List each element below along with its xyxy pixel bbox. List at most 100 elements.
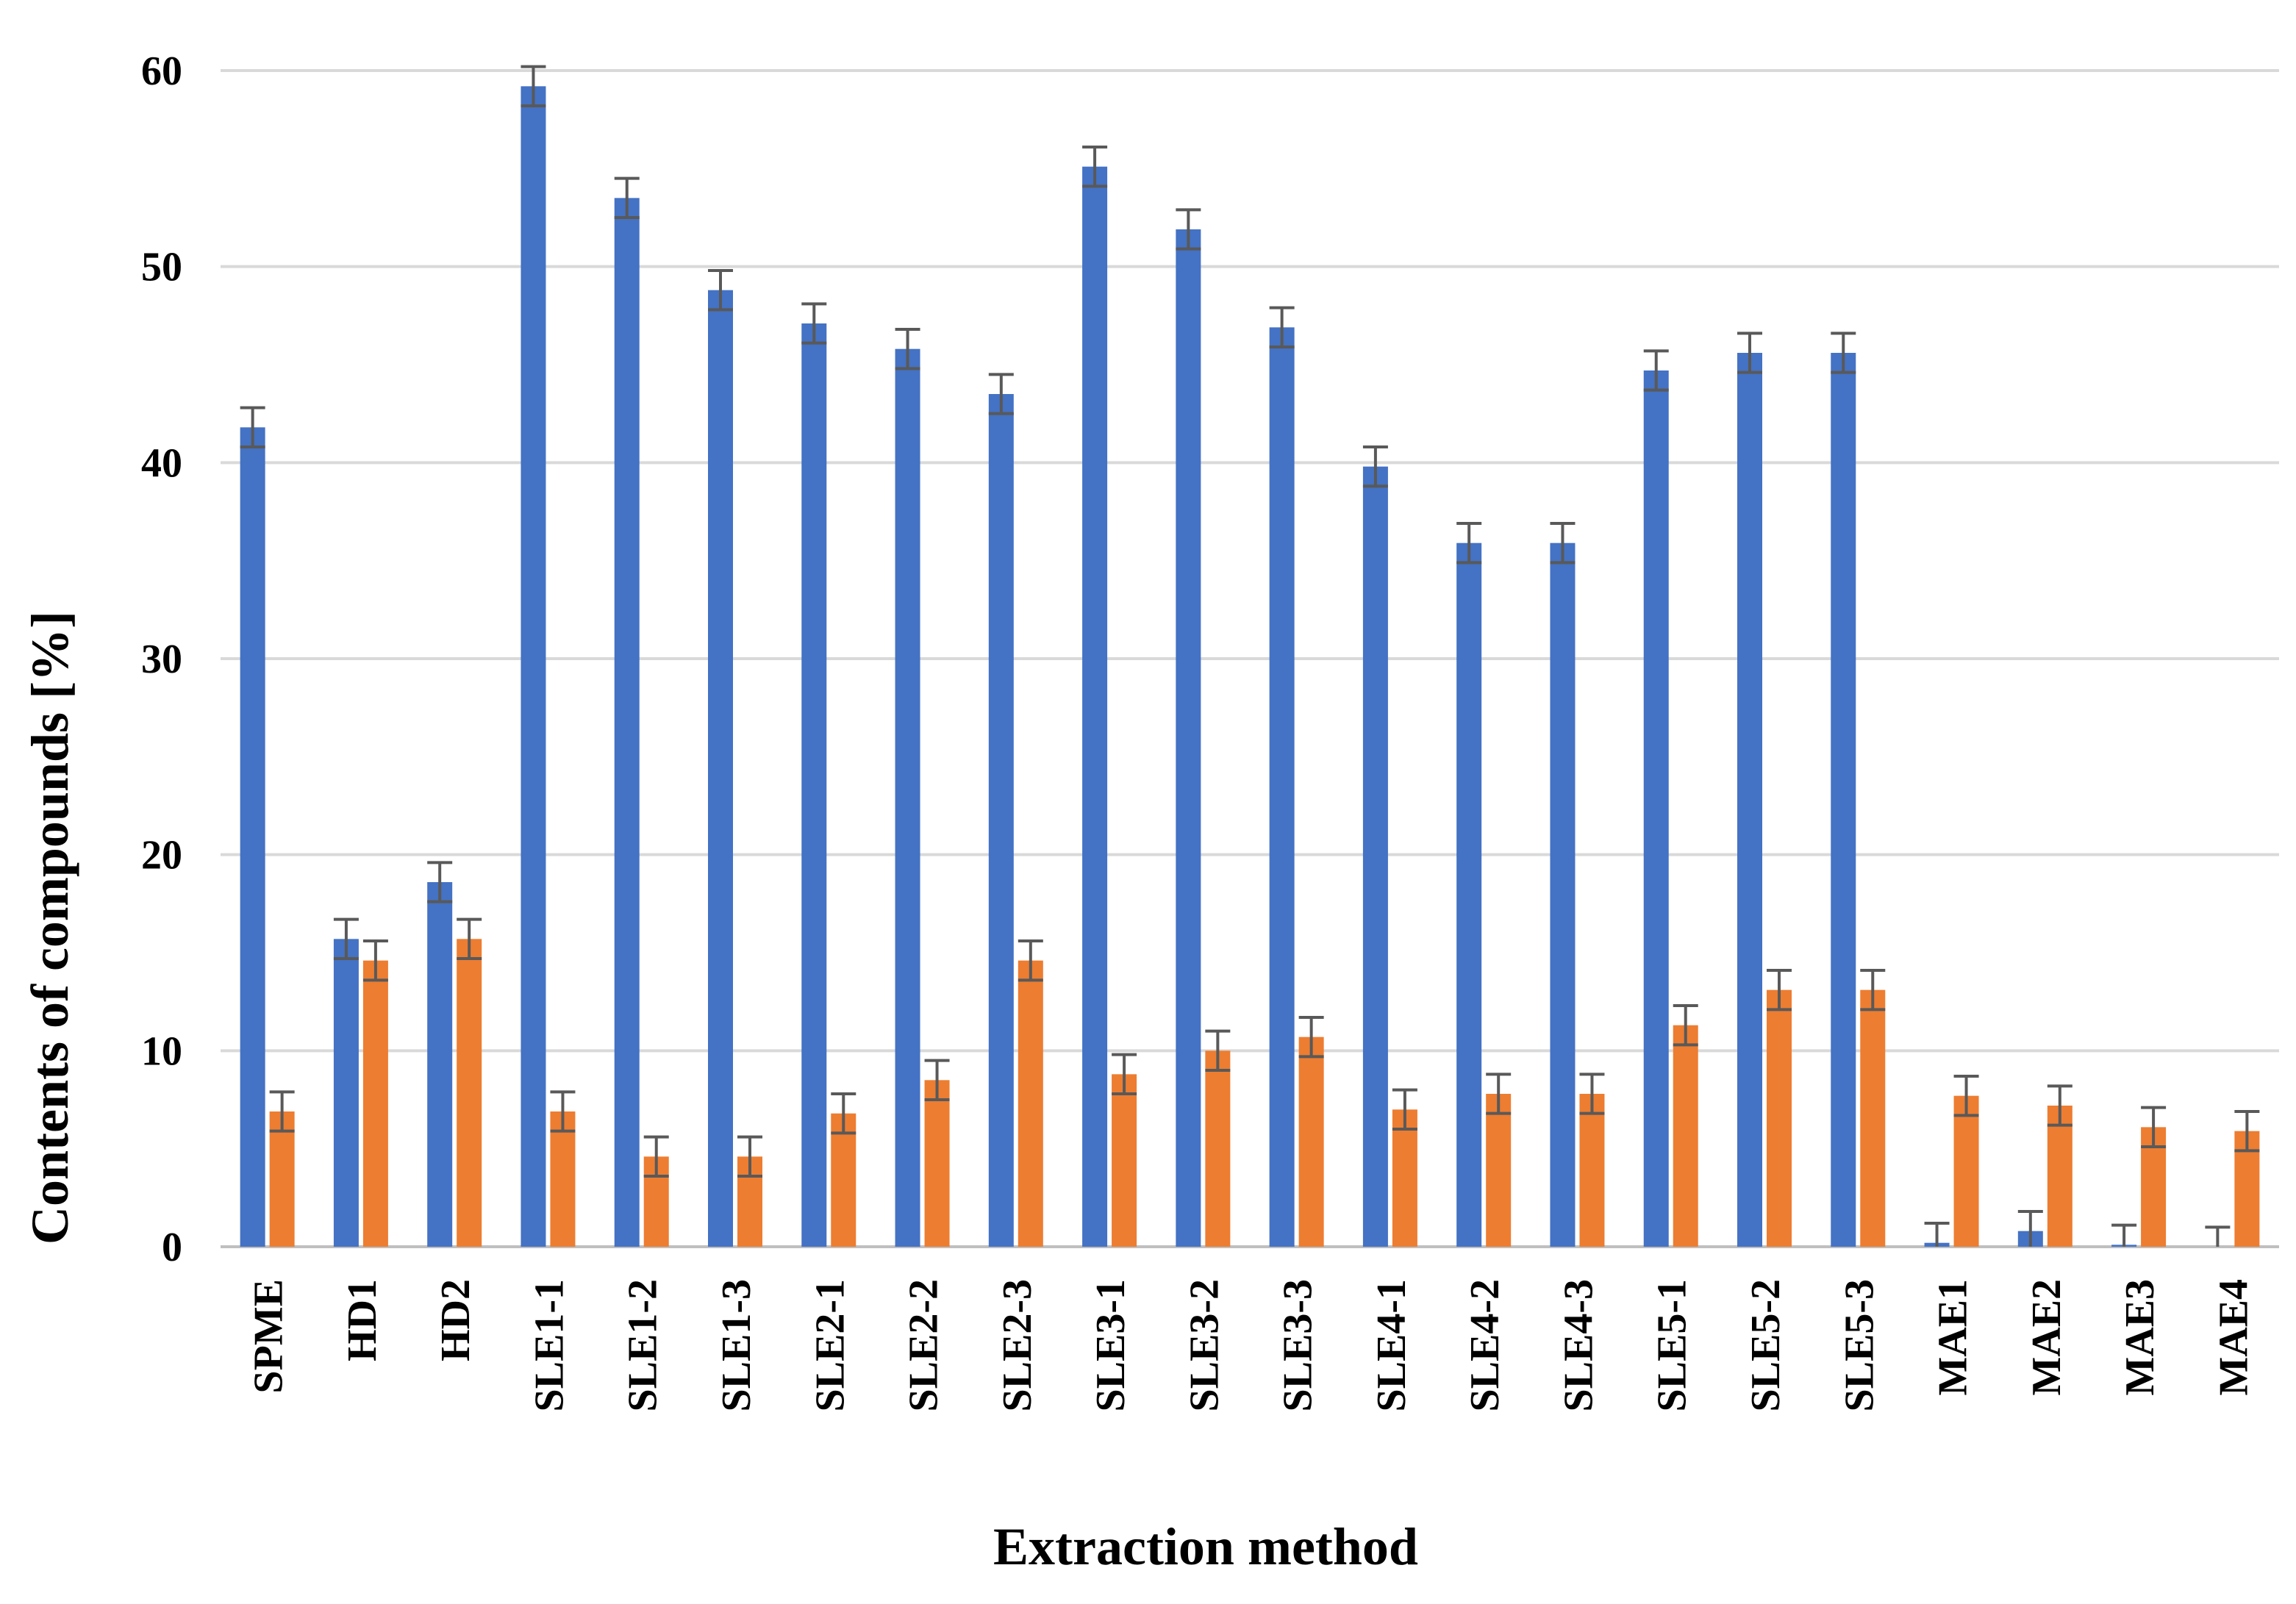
bar-SLE3-3-series2 xyxy=(1298,1036,1324,1247)
bar-SPME-series1 xyxy=(240,427,265,1247)
bar-SLE4-1-series2 xyxy=(1392,1109,1417,1247)
y-axis-title: Contents of compounds [%] xyxy=(21,611,79,1245)
x-tick-label: SLE4-2 xyxy=(1462,1279,1508,1412)
bar-SLE3-2-series2 xyxy=(1205,1050,1231,1247)
bar-SLE4-2-series1 xyxy=(1456,543,1482,1247)
bar-HD1-series2 xyxy=(362,960,388,1247)
error-bar-MAE1-series2 xyxy=(1953,1075,1979,1117)
x-tick-label: SLE2-2 xyxy=(901,1279,947,1412)
x-tick-label: SLE4-1 xyxy=(1369,1279,1415,1412)
x-tick-label: SLE3-3 xyxy=(1276,1279,1321,1412)
x-tick-label: SLE2-1 xyxy=(807,1279,853,1412)
error-bar-MAE1-series1 xyxy=(1924,1222,1950,1247)
bar-SLE5-3-series2 xyxy=(1860,989,1886,1247)
x-tick-label: SLE5-3 xyxy=(1837,1279,1882,1412)
error-bar-HD1-series1 xyxy=(333,917,359,960)
error-bar-SPME-series2 xyxy=(269,1090,295,1133)
bar-SLE4-2-series2 xyxy=(1486,1094,1512,1247)
y-tick-label: 0 xyxy=(162,1225,182,1270)
bar-SLE1-2-series1 xyxy=(614,198,640,1247)
x-tick-label: SLE5-2 xyxy=(1743,1279,1789,1412)
bar-SLE2-2-series1 xyxy=(895,348,920,1247)
bar-SLE4-1-series1 xyxy=(1362,466,1388,1247)
x-axis-title: Extraction method xyxy=(993,1517,1418,1576)
error-bar-MAE4-series1 xyxy=(2205,1225,2231,1247)
x-tick-label: SLE3-2 xyxy=(1181,1279,1227,1412)
bar-SLE2-3-series2 xyxy=(1018,960,1043,1247)
x-tick-label: MAE3 xyxy=(2117,1279,2163,1396)
bar-SLE4-3-series1 xyxy=(1550,543,1576,1247)
bar-SLE2-2-series2 xyxy=(924,1080,950,1247)
bar-SLE5-3-series1 xyxy=(1831,353,1856,1247)
x-tick-label: SLE3-1 xyxy=(1088,1279,1134,1412)
error-bar-MAE2-series2 xyxy=(2047,1084,2073,1127)
x-tick-label: SLE2-3 xyxy=(995,1279,1040,1412)
error-bar-SLE3-3-series2 xyxy=(1298,1016,1324,1059)
error-bar-SLE3-2-series2 xyxy=(1205,1029,1231,1072)
error-bar-MAE2-series1 xyxy=(2017,1210,2043,1247)
error-bar-SLE2-3-series1 xyxy=(988,373,1014,415)
bar-HD2-series2 xyxy=(457,939,482,1247)
error-bar-MAE4-series2 xyxy=(2234,1110,2260,1153)
error-bar-SLE2-3-series2 xyxy=(1018,939,1043,982)
x-tick-label: SLE5-1 xyxy=(1650,1279,1695,1412)
y-tick-label: 40 xyxy=(141,440,182,486)
bar-MAE2-series2 xyxy=(2047,1106,2073,1247)
error-bar-SLE3-3-series1 xyxy=(1269,306,1295,348)
bar-SLE2-3-series1 xyxy=(988,394,1014,1247)
error-bar-SLE1-2-series1 xyxy=(614,176,640,219)
error-bar-HD1-series2 xyxy=(362,939,388,982)
error-bar-SLE2-2-series2 xyxy=(924,1059,950,1101)
error-bar-SLE5-2-series2 xyxy=(1767,969,1792,1012)
bar-SLE4-3-series2 xyxy=(1579,1094,1605,1247)
error-bar-SLE5-1-series2 xyxy=(1673,1004,1698,1047)
x-tick-label: MAE2 xyxy=(2024,1279,2070,1396)
error-bar-HD2-series1 xyxy=(427,861,453,903)
bar-SLE3-1-series1 xyxy=(1082,166,1108,1247)
error-bar-SLE2-2-series1 xyxy=(895,328,920,370)
gridlines xyxy=(221,69,2279,1248)
x-tick-label: SLE1-2 xyxy=(621,1279,666,1412)
y-tick-label: 10 xyxy=(141,1028,182,1074)
bar-HD2-series1 xyxy=(427,882,453,1247)
bars xyxy=(240,86,2260,1247)
error-bar-SLE1-2-series2 xyxy=(643,1135,669,1178)
x-tick-label: HD1 xyxy=(340,1279,385,1361)
error-bar-MAE3-series1 xyxy=(2111,1223,2137,1247)
error-bar-SLE1-1-series1 xyxy=(521,65,546,107)
error-bar-SLE3-1-series2 xyxy=(1112,1053,1137,1095)
x-tick-label: SLE1-1 xyxy=(526,1279,572,1412)
bar-SLE5-2-series2 xyxy=(1767,989,1792,1247)
x-tick-label: MAE1 xyxy=(1931,1279,1976,1396)
error-bar-SLE2-1-series2 xyxy=(831,1092,856,1135)
error-bar-SPME-series1 xyxy=(240,406,265,448)
error-bar-HD2-series2 xyxy=(457,917,482,960)
error-bar-SLE4-3-series2 xyxy=(1579,1073,1605,1115)
bar-SLE3-1-series2 xyxy=(1112,1074,1137,1247)
error-bar-SLE5-2-series1 xyxy=(1737,332,1762,374)
bar-SLE5-2-series1 xyxy=(1737,353,1762,1247)
error-bar-SLE5-1-series1 xyxy=(1643,349,1669,392)
x-tick-label: SLE1-3 xyxy=(714,1279,759,1412)
y-axis-ticks: 0 10 20 30 40 50 60 xyxy=(141,49,182,1270)
error-bars xyxy=(240,65,2260,1247)
bar-SLE5-1-series2 xyxy=(1673,1025,1698,1247)
bar-SLE2-1-series1 xyxy=(801,323,827,1247)
error-bar-SLE4-2-series2 xyxy=(1486,1073,1512,1115)
y-tick-label: 60 xyxy=(141,49,182,94)
error-bar-SLE5-3-series1 xyxy=(1831,332,1856,374)
error-bar-SLE5-3-series2 xyxy=(1860,969,1886,1012)
error-bar-SLE4-2-series1 xyxy=(1456,522,1482,565)
y-tick-label: 50 xyxy=(141,245,182,290)
x-tick-label: MAE4 xyxy=(2211,1279,2256,1396)
error-bar-SLE4-1-series2 xyxy=(1392,1088,1417,1131)
x-tick-label: SPME xyxy=(246,1279,292,1394)
bar-SLE1-1-series1 xyxy=(521,86,546,1247)
bar-SLE3-3-series1 xyxy=(1269,327,1295,1247)
error-bar-MAE3-series2 xyxy=(2141,1106,2167,1148)
error-bar-SLE1-3-series2 xyxy=(737,1135,762,1178)
bar-SPME-series2 xyxy=(269,1111,295,1247)
bar-SLE1-1-series2 xyxy=(550,1111,576,1247)
bar-SLE2-1-series2 xyxy=(831,1113,856,1247)
